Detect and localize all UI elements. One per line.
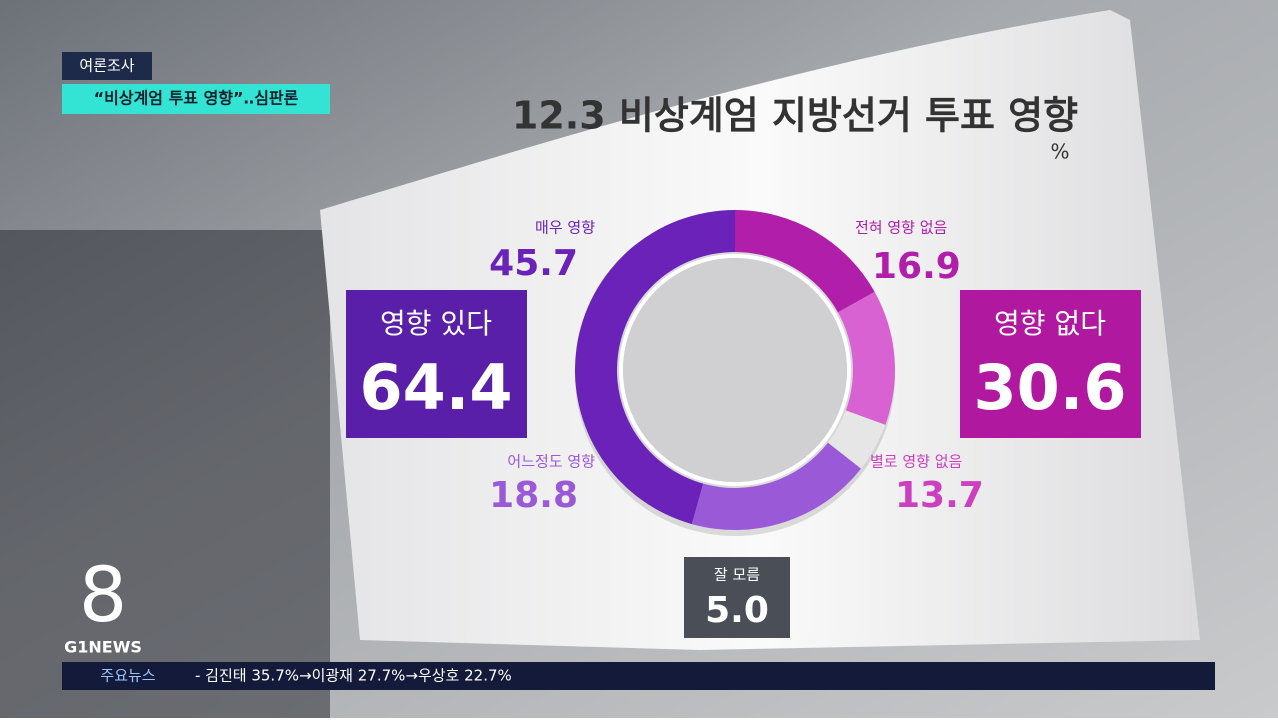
group-box (346, 290, 527, 438)
chart-title: 12.3 비상계엄 지방선거 투표 영향 (512, 94, 1078, 138)
headline: “비상계엄 투표 영향”‥심판론 (94, 89, 299, 108)
tag: 여론조사 (79, 57, 134, 75)
slice-value: 13.7 (895, 475, 984, 516)
donut-segment (837, 291, 895, 425)
donut-inner-ring (619, 254, 851, 486)
donut-segment (575, 210, 735, 525)
donut-hole (623, 258, 847, 482)
ticker-text: - 김진태 35.7%→이광재 27.7%→우상호 22.7% (195, 667, 512, 685)
ticker-label: 주요뉴스 (100, 667, 155, 685)
slice-label: 전혀 영향 없음 (855, 219, 947, 237)
slice-label: 매우 영향 (535, 219, 595, 237)
donut-chart: 전혀 영향 없음 16.9 별로 영향 없음 13.7 잘 모름 5.0 어느정도 영향 18… (346, 210, 1141, 638)
group-name: 영향 있다 (380, 307, 492, 340)
slice-label: 어느정도 영향 (507, 453, 595, 471)
group-name: 영향 없다 (994, 307, 1106, 340)
donut-segment (827, 410, 886, 469)
donut-segment (735, 210, 875, 313)
group-value: 30.6 (974, 351, 1127, 424)
logo-text: G1NEWS (64, 638, 142, 657)
slice-label: 잘 모름 (714, 566, 760, 584)
ticker-bar (62, 662, 1215, 690)
slice-value: 16.9 (872, 246, 961, 287)
donut-segment (691, 442, 862, 530)
slice-box (684, 557, 790, 638)
crowd-shade (0, 230, 330, 718)
headline-box (62, 84, 330, 114)
tag-box (62, 52, 152, 80)
slice-value: 18.8 (489, 475, 578, 516)
slice-value: 5.0 (705, 590, 769, 631)
group-box (960, 290, 1141, 438)
unit: % (1050, 140, 1069, 164)
slice-value: 45.7 (489, 243, 578, 284)
group-value: 64.4 (360, 351, 513, 424)
logo-number: 8 (79, 550, 127, 639)
slice-label: 별로 영향 없음 (870, 453, 962, 471)
